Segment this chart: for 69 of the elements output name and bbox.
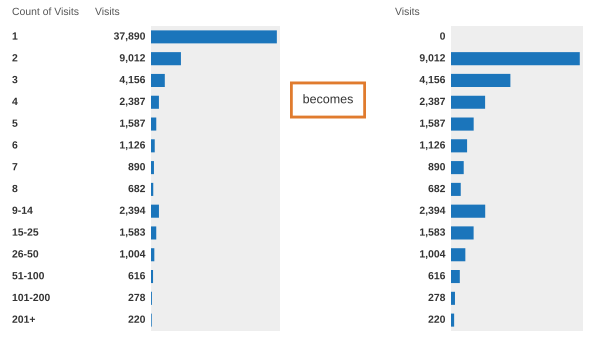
bar — [151, 118, 156, 131]
bar — [151, 226, 156, 240]
data-label: 4,156 — [420, 76, 446, 85]
bar — [151, 52, 181, 66]
y-tick-label: 201+ — [12, 316, 36, 323]
y-tick-label: 5 — [12, 120, 18, 127]
bar — [451, 292, 455, 305]
bar — [451, 118, 474, 131]
data-label: 682 — [128, 184, 146, 192]
bar — [451, 182, 461, 196]
y-tick-label: 6 — [12, 141, 18, 149]
bar — [451, 74, 510, 87]
data-label: 9,012 — [420, 54, 446, 63]
data-label: 278 — [128, 294, 146, 302]
bar — [151, 30, 277, 44]
bar — [451, 161, 464, 174]
data-label: 682 — [428, 184, 446, 192]
data-label: 1,587 — [420, 119, 445, 128]
data-label: 1,126 — [120, 141, 146, 150]
y-tick-label: 2 — [12, 54, 18, 62]
y-tick-label: 26-50 — [12, 250, 38, 258]
y-tick-label: 15-25 — [12, 228, 38, 236]
data-label: 616 — [428, 272, 446, 280]
data-label: 4,156 — [120, 76, 146, 85]
data-label: 278 — [428, 294, 446, 302]
bar — [451, 248, 466, 262]
bar — [451, 226, 474, 240]
data-label: 890 — [128, 163, 146, 170]
data-label: 9,012 — [120, 54, 146, 63]
text: becomes — [303, 94, 353, 104]
bar — [451, 270, 460, 284]
data-label: 1,587 — [120, 119, 145, 128]
bar — [451, 96, 486, 109]
y-tick-label: 101-200 — [12, 294, 50, 302]
bar — [151, 139, 155, 152]
bar — [151, 204, 159, 218]
data-label: 37,890 — [114, 32, 146, 42]
y-tick-label: 9-14 — [12, 206, 33, 214]
data-label: 220 — [128, 316, 146, 323]
bar — [151, 248, 154, 262]
y-tick-label: 4 — [12, 98, 18, 105]
data-label: 1,004 — [420, 250, 446, 260]
y-tick-label: 7 — [12, 163, 18, 170]
y-tick-label: 51-100 — [12, 272, 44, 280]
bar — [451, 204, 486, 218]
bar — [151, 74, 165, 87]
data-label: 1,126 — [420, 141, 446, 150]
data-label: 2,394 — [120, 206, 146, 216]
data-label: 1,583 — [120, 228, 146, 238]
data-label: 2,387 — [420, 98, 445, 107]
data-label: 1,583 — [420, 228, 446, 238]
x-axis-title: Visits — [395, 7, 420, 16]
y-tick-label: 1 — [12, 32, 18, 40]
data-label: 616 — [128, 272, 146, 280]
bar — [451, 314, 454, 327]
y-tick-label: 8 — [12, 184, 18, 192]
data-label: 0 — [440, 32, 446, 40]
data-label: 1,004 — [120, 250, 146, 260]
x-axis-title: Visits — [95, 7, 120, 16]
data-label: 2,394 — [420, 206, 446, 216]
data-label: 220 — [428, 316, 446, 323]
bar — [451, 139, 468, 152]
data-label: 890 — [428, 163, 446, 170]
data-label: 2,387 — [120, 98, 145, 107]
bar — [151, 96, 159, 109]
y-tick-label: 3 — [12, 76, 18, 84]
bar — [451, 52, 580, 66]
y-axis-title: Count of Visits — [12, 7, 79, 16]
bar — [151, 161, 154, 174]
